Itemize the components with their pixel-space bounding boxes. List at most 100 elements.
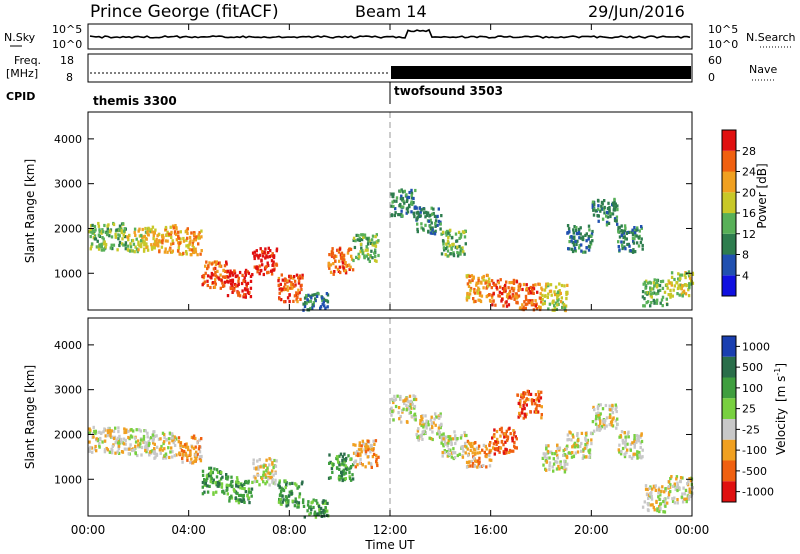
data-cell <box>364 248 368 252</box>
data-cell <box>123 427 126 431</box>
data-cell <box>490 286 493 290</box>
data-cell <box>249 274 253 278</box>
data-cell <box>514 294 517 298</box>
data-cell <box>591 200 595 204</box>
data-cell <box>89 224 93 228</box>
data-cell <box>240 281 244 286</box>
data-cell <box>352 258 355 263</box>
data-cell <box>124 247 127 251</box>
data-cell <box>496 447 499 451</box>
data-cell <box>556 303 559 307</box>
data-cell <box>518 287 521 291</box>
data-cell <box>478 460 481 464</box>
data-cell <box>641 290 645 294</box>
data-cell <box>128 233 131 237</box>
data-cell <box>285 497 288 501</box>
data-cell <box>460 445 463 449</box>
data-cell <box>617 240 620 244</box>
data-cell <box>581 456 585 460</box>
data-cell <box>570 239 573 243</box>
data-cell <box>479 299 483 304</box>
data-cell <box>528 301 531 305</box>
data-cell <box>577 230 581 234</box>
data-cell <box>545 468 548 472</box>
data-cell <box>563 459 566 463</box>
data-cell <box>490 295 494 299</box>
data-cell <box>243 276 246 280</box>
data-cell <box>312 505 315 510</box>
data-cell <box>418 206 421 210</box>
data-cell <box>117 430 120 434</box>
nave-tick-top: 60 <box>708 54 722 67</box>
data-cell <box>469 464 472 468</box>
data-cell <box>235 476 239 480</box>
data-cell <box>433 214 437 218</box>
data-cell <box>397 411 400 415</box>
data-cell <box>201 485 204 489</box>
data-cell <box>676 292 679 296</box>
data-cell <box>261 249 264 254</box>
data-cell <box>463 252 466 256</box>
data-cell <box>637 235 640 239</box>
data-cell <box>367 236 371 240</box>
y-tick-label: 1000 <box>54 473 82 486</box>
data-cell <box>515 280 519 284</box>
data-cell <box>267 270 270 274</box>
data-cell <box>324 298 327 302</box>
data-cell <box>312 301 315 305</box>
data-cell <box>142 437 145 441</box>
data-cell <box>620 224 623 228</box>
data-cell <box>658 509 661 514</box>
data-cell <box>657 495 660 499</box>
data-cell <box>183 449 186 454</box>
data-cell <box>483 450 486 454</box>
data-cell <box>654 282 657 286</box>
data-cell <box>653 284 656 288</box>
data-cell <box>515 300 519 304</box>
data-cell <box>443 439 447 443</box>
data-cell <box>316 501 319 505</box>
data-cell <box>296 300 299 304</box>
data-cell <box>563 453 566 457</box>
data-cell <box>553 290 556 294</box>
data-cell <box>121 450 125 454</box>
data-cell <box>321 298 324 302</box>
data-cell <box>289 283 293 287</box>
data-cell <box>330 253 334 257</box>
data-cell <box>249 279 253 283</box>
data-cell <box>393 398 396 402</box>
data-cell <box>659 506 662 510</box>
data-cell <box>669 288 672 292</box>
data-cell <box>184 444 187 448</box>
data-cell <box>197 233 200 237</box>
data-cell <box>393 394 396 398</box>
data-cell <box>163 250 167 254</box>
data-cell <box>419 214 422 218</box>
data-cell <box>238 493 241 498</box>
data-cell <box>118 240 122 244</box>
colorbar-tick-label: 20 <box>742 186 756 199</box>
data-cell <box>274 471 277 475</box>
data-cell <box>630 456 634 460</box>
data-cell <box>334 265 338 269</box>
data-cell <box>237 498 240 502</box>
data-cell <box>614 407 617 411</box>
data-cell <box>451 451 455 455</box>
data-cell <box>410 193 413 197</box>
data-cell <box>278 287 281 291</box>
data-cell <box>589 240 592 244</box>
data-cell <box>157 244 160 248</box>
data-cell <box>128 249 132 253</box>
data-cell <box>202 274 205 278</box>
data-cell <box>354 451 357 455</box>
data-cell <box>90 242 94 246</box>
data-cell <box>518 399 522 404</box>
data-cell <box>237 282 240 286</box>
data-cell <box>485 455 488 459</box>
data-cell <box>620 243 624 247</box>
data-cell <box>596 405 600 409</box>
data-cell <box>683 492 687 496</box>
data-cell <box>89 230 92 234</box>
data-cell <box>617 245 620 249</box>
data-cell <box>269 458 273 462</box>
